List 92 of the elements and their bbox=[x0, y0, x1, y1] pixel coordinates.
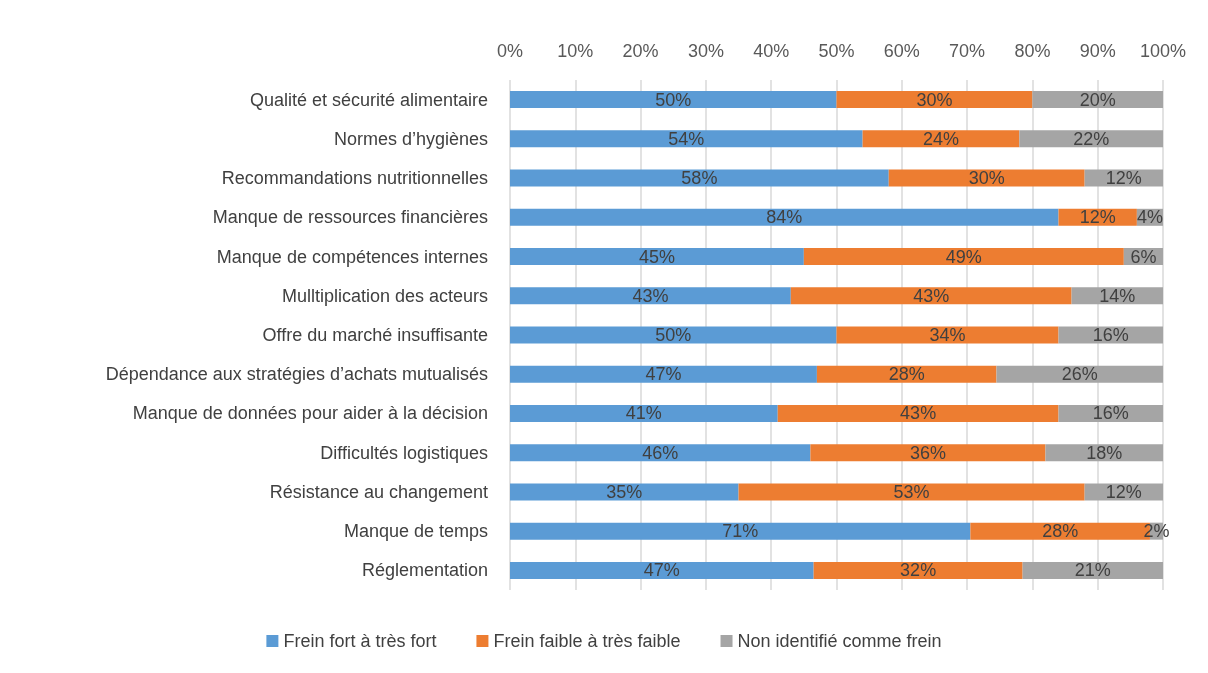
data-label: 49% bbox=[945, 246, 982, 267]
bar bbox=[510, 444, 811, 462]
y-tick-label: Offre du marché insuffisante bbox=[262, 325, 488, 345]
bar bbox=[888, 169, 1085, 187]
bar bbox=[836, 326, 1059, 344]
data-label: 50% bbox=[655, 89, 692, 110]
y-tick-label: Difficultés logistiques bbox=[320, 442, 488, 463]
data-label: 18% bbox=[1086, 442, 1123, 463]
data-label: 6% bbox=[1130, 246, 1157, 267]
y-tick-label: Manque de temps bbox=[343, 521, 488, 542]
bar bbox=[510, 483, 739, 501]
bar bbox=[803, 248, 1124, 266]
y-tick-label: Mulltiplication des acteurs bbox=[281, 285, 488, 306]
data-label: 58% bbox=[681, 168, 718, 189]
bar bbox=[510, 326, 837, 344]
data-label: 84% bbox=[766, 207, 803, 228]
y-tick-label: Manque de ressources financières bbox=[212, 207, 488, 228]
data-label: 4% bbox=[1136, 207, 1163, 228]
x-tick-label: 60% bbox=[883, 41, 920, 61]
bar bbox=[510, 404, 778, 422]
y-tick-label: Manque de compétences internes bbox=[216, 246, 488, 267]
bar bbox=[510, 248, 804, 266]
data-label: 46% bbox=[642, 442, 679, 463]
x-tick-label: 10% bbox=[557, 41, 594, 61]
bar bbox=[790, 287, 1072, 305]
data-label: 43% bbox=[913, 285, 950, 306]
data-label: 54% bbox=[668, 128, 705, 149]
data-label: 36% bbox=[909, 442, 946, 463]
bar bbox=[1019, 130, 1163, 148]
data-label: 14% bbox=[1099, 285, 1136, 306]
legend-label: Non identifié comme frein bbox=[737, 631, 942, 651]
data-label: 26% bbox=[1061, 364, 1098, 385]
bar bbox=[862, 130, 1020, 148]
data-label: 71% bbox=[722, 521, 759, 542]
x-tick-label: 0% bbox=[496, 41, 524, 61]
data-label: 30% bbox=[968, 168, 1005, 189]
data-label: 45% bbox=[638, 246, 675, 267]
x-tick-label: 20% bbox=[622, 41, 659, 61]
data-label: 35% bbox=[606, 481, 643, 502]
y-tick-label: Dépendance aux stratégies d’achats mutualisés bbox=[105, 364, 488, 385]
x-tick-label: 100% bbox=[1139, 41, 1187, 61]
bar bbox=[738, 483, 1085, 501]
data-label: 30% bbox=[916, 89, 953, 110]
data-label: 50% bbox=[655, 325, 692, 345]
legend-label: Frein fort à très fort bbox=[283, 631, 437, 651]
bar bbox=[813, 561, 1023, 579]
data-label: 21% bbox=[1074, 560, 1111, 581]
x-tick-label: 30% bbox=[687, 41, 724, 61]
data-label: 41% bbox=[625, 403, 662, 424]
x-tick-label: 90% bbox=[1079, 41, 1116, 61]
bar bbox=[510, 365, 817, 383]
bar bbox=[810, 444, 1046, 462]
bar bbox=[510, 561, 814, 579]
bar bbox=[510, 522, 971, 540]
data-label: 12% bbox=[1079, 207, 1116, 228]
data-label: 32% bbox=[900, 560, 937, 581]
data-label: 12% bbox=[1105, 481, 1142, 502]
data-label: 34% bbox=[929, 325, 966, 345]
y-tick-label: Manque de données pour aider à la décision bbox=[132, 403, 488, 424]
x-tick-label: 70% bbox=[949, 41, 986, 61]
data-label: 53% bbox=[893, 481, 930, 502]
bar bbox=[777, 404, 1059, 422]
data-label: 16% bbox=[1092, 403, 1129, 424]
bar bbox=[510, 91, 837, 109]
bar bbox=[1022, 561, 1163, 579]
data-label: 47% bbox=[643, 560, 680, 581]
bar bbox=[510, 287, 791, 305]
y-tick-label: Recommandations nutritionnelles bbox=[221, 168, 488, 189]
data-label: 43% bbox=[900, 403, 937, 424]
x-tick-label: 80% bbox=[1014, 41, 1051, 61]
data-label: 24% bbox=[922, 128, 959, 149]
bar bbox=[996, 365, 1163, 383]
bar bbox=[510, 208, 1059, 226]
data-label: 43% bbox=[632, 285, 669, 306]
bar bbox=[816, 365, 997, 383]
data-label: 28% bbox=[1042, 521, 1079, 542]
data-label: 16% bbox=[1092, 325, 1129, 345]
x-tick-label: 40% bbox=[753, 41, 790, 61]
y-tick-label: Résistance au changement bbox=[269, 481, 488, 502]
y-tick-label: Qualité et sécurité alimentaire bbox=[249, 89, 488, 110]
y-tick-label: Réglementation bbox=[361, 560, 488, 581]
data-label: 20% bbox=[1079, 89, 1116, 110]
data-label: 12% bbox=[1105, 168, 1142, 189]
bar bbox=[510, 130, 863, 148]
bar bbox=[510, 169, 889, 187]
bar bbox=[836, 91, 1033, 109]
data-label: 28% bbox=[888, 364, 925, 385]
data-label: 47% bbox=[645, 364, 682, 385]
data-label: 22% bbox=[1073, 128, 1110, 149]
y-tick-label: Normes d’hygiènes bbox=[333, 128, 488, 149]
x-tick-label: 50% bbox=[818, 41, 855, 61]
legend-label: Frein faible à très faible bbox=[493, 631, 681, 651]
